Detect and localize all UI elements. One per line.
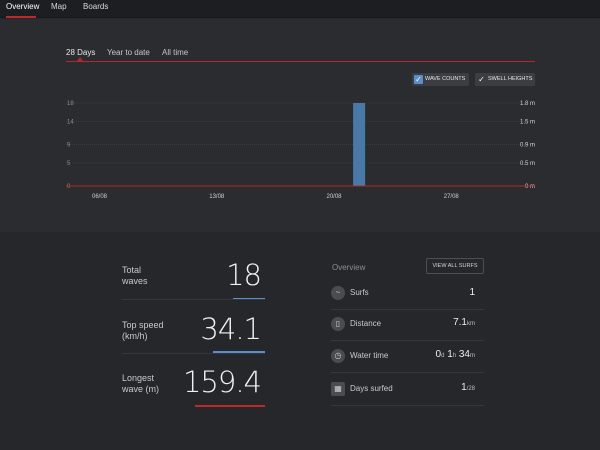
range-tab-all-time[interactable]: All time: [162, 48, 189, 57]
y-left-tick-label: 9: [67, 143, 71, 149]
clock-icon: ◷: [331, 349, 345, 363]
y-right-tick-label: 1.5 m: [520, 119, 535, 125]
tab-boards[interactable]: Boards: [83, 2, 109, 11]
stat-value: 18: [226, 258, 262, 292]
range-tab-year-to-date[interactable]: Year to date: [107, 48, 150, 57]
range-underline: [66, 61, 535, 62]
row-value: 1/28: [461, 382, 475, 393]
top-navigation: Overview Map Boards: [0, 0, 600, 18]
divider: [122, 299, 265, 300]
wave-count-chart: 18 1.8 m 14 1.5 m 9 0.9 m 5 0.5 m 0 0 m 06/08 13/08…: [66, 101, 535, 200]
overview-row-surfs: ~ Surfs 1: [331, 283, 484, 311]
range-tab-28-days[interactable]: 28 Days: [66, 48, 96, 57]
y-right-tick-label: 1.8 m: [520, 101, 535, 107]
overview-row-distance: ▯ Distance 7.1km: [331, 314, 484, 342]
overview-row-water-time: ◷ Water time 0d 1h 34m: [331, 346, 484, 374]
checkmark-icon: ✓: [478, 75, 485, 84]
stat-top-speed: Top speed (km/h) 34.1: [122, 310, 265, 355]
chart-bar: [353, 103, 366, 186]
stat-total-waves: Total waves 18: [122, 258, 265, 300]
stat-accent-bar: [213, 351, 265, 353]
y-left-tick-label: 18: [67, 101, 74, 107]
y-right-tick-label: 0.9 m: [520, 143, 535, 149]
row-label: Surfs: [350, 288, 369, 297]
view-all-surfs-button[interactable]: VIEW ALL SURFS: [426, 258, 484, 274]
stat-value: 159.4: [182, 365, 262, 399]
row-value: 7.1km: [453, 317, 475, 328]
chart-panel: 28 Days Year to date All time ✓ WAVE COU…: [0, 19, 600, 232]
calendar-icon: ▦: [331, 382, 345, 396]
tab-overview[interactable]: Overview: [6, 0, 39, 18]
divider: [331, 309, 484, 310]
tab-map[interactable]: Map: [51, 2, 67, 11]
checkbox-checked-icon: ✓: [414, 75, 423, 84]
y-left-tick-label: 0: [67, 184, 71, 190]
wave-counts-toggle[interactable]: ✓ WAVE COUNTS: [412, 73, 469, 86]
divider: [122, 353, 265, 354]
y-right-tick-label: 0.5 m: [520, 161, 535, 167]
date-range-tabs: 28 Days Year to date All time: [66, 48, 535, 64]
x-tick-label: 06/08: [92, 194, 108, 200]
stats-panel: [0, 232, 600, 450]
row-value: 0d 1h 34m: [435, 349, 476, 360]
y-left-tick-label: 5: [67, 161, 71, 167]
board-icon: ▯: [331, 317, 345, 331]
overview-row-days-surfed: ▦ Days surfed 1/28: [331, 379, 484, 407]
x-tick-label: 20/08: [326, 194, 342, 200]
wave-counts-label: WAVE COUNTS: [425, 76, 466, 82]
x-tick-label: 27/08: [444, 194, 460, 200]
divider: [331, 405, 484, 406]
x-tick-label: 13/08: [209, 194, 225, 200]
divider: [331, 340, 484, 341]
overview-heading: Overview: [332, 263, 366, 272]
row-label: Water time: [350, 351, 389, 360]
swell-heights-label: SWELL HEIGHTS: [488, 76, 533, 82]
row-label: Days surfed: [350, 384, 393, 393]
stat-label: Total waves: [122, 265, 148, 286]
stat-accent-bar: [195, 405, 265, 407]
y-left-tick-label: 14: [67, 119, 74, 125]
stat-label: Top speed (km/h): [122, 320, 164, 341]
y-right-tick-label: 0 m: [525, 184, 535, 190]
swell-heights-toggle[interactable]: ✓ SWELL HEIGHTS: [475, 73, 535, 86]
row-label: Distance: [350, 319, 382, 328]
stat-longest-wave: Longest wave (m) 159.4: [122, 363, 265, 409]
wave-icon: ~: [331, 286, 345, 300]
stat-label: Longest wave (m): [122, 373, 160, 394]
row-value: 1: [469, 287, 475, 298]
divider: [331, 372, 484, 373]
range-active-caret: [77, 57, 83, 61]
stat-value: 34.1: [200, 312, 262, 346]
